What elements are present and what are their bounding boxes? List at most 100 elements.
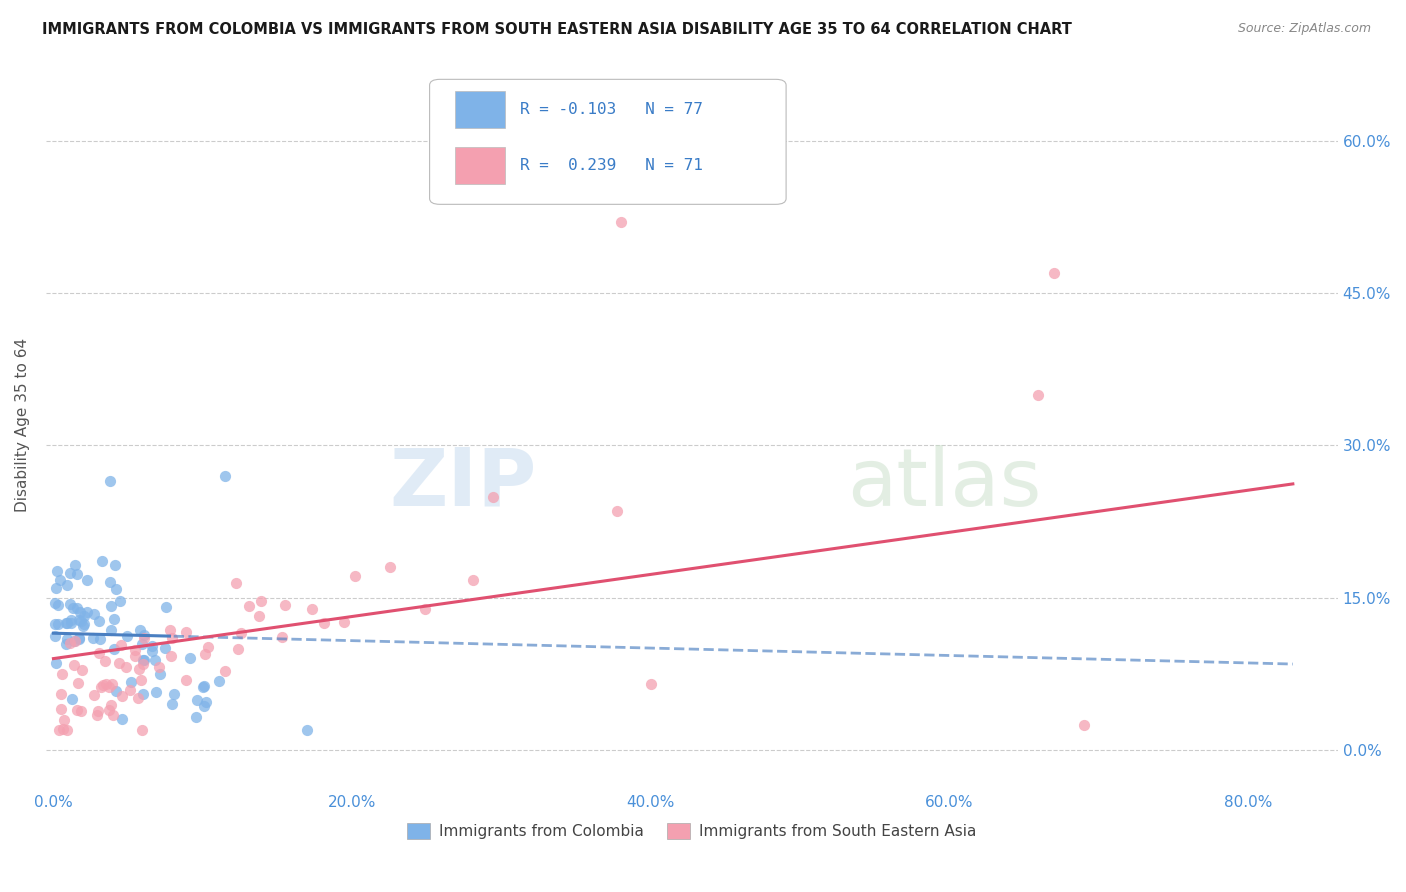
Legend: Immigrants from Colombia, Immigrants from South Eastern Asia: Immigrants from Colombia, Immigrants fro… [401,817,983,845]
FancyBboxPatch shape [430,79,786,204]
Point [270,630,292,644]
Point [98,680,121,694]
Point [94,677,117,691]
Point [160,631,183,645]
Point [76,606,98,620]
Point [100,623,122,637]
Point [44,596,66,610]
Point [250,593,273,607]
Text: Source: ZipAtlas.com: Source: ZipAtlas.com [1237,22,1371,36]
Point [128,662,150,676]
Point [149,667,172,681]
Point [482,491,505,505]
Point [82,631,104,645]
Point [59,566,82,580]
Point [100,599,122,613]
Text: atlas: atlas [846,444,1042,523]
Point [103,642,125,657]
Point [90,680,112,694]
Point [45,564,67,578]
Point [1026,387,1049,401]
Point [274,599,297,613]
Point [184,710,207,724]
Point [111,689,134,703]
Point [101,677,124,691]
Point [247,608,270,623]
Point [66,601,89,615]
Point [1073,717,1095,731]
Point [131,723,153,737]
Point [229,625,252,640]
Point [118,683,141,698]
Point [101,708,124,723]
Point [100,698,122,712]
Point [67,676,90,690]
Point [124,642,146,657]
Point [131,637,153,651]
Point [186,693,208,707]
Point [56,577,79,591]
Point [91,554,114,568]
Point [111,712,134,726]
Point [107,657,129,671]
Point [56,723,79,737]
Point [225,576,247,591]
Point [129,623,152,637]
Point [63,558,86,572]
Point [214,665,236,679]
Point [72,619,94,633]
Point [45,656,67,670]
Point [208,674,231,689]
Point [72,616,94,631]
Point [55,616,77,631]
Point [49,574,72,588]
Point [163,687,186,701]
Point [55,637,77,651]
Point [179,651,201,665]
Point [104,558,127,573]
Point [174,625,197,640]
Point [153,641,176,656]
Point [59,636,82,650]
Point [115,629,138,643]
Point [610,215,633,229]
Point [62,601,84,615]
FancyBboxPatch shape [456,147,505,184]
Point [413,602,436,616]
Point [155,600,177,615]
Point [1043,266,1066,280]
Point [238,599,260,613]
Point [98,574,121,589]
Point [56,632,79,646]
Point [51,667,73,681]
Point [60,692,83,706]
Point [62,634,84,648]
Point [72,663,94,677]
Point [63,657,86,672]
Point [197,640,219,654]
Point [295,723,318,737]
Point [49,702,72,716]
Point [89,632,111,646]
Point [132,657,155,671]
Text: ZIP: ZIP [389,444,537,523]
Point [46,599,69,613]
Point [66,703,89,717]
Point [69,605,91,619]
Point [104,683,127,698]
Point [44,629,66,643]
Point [640,677,662,691]
Point [333,615,356,630]
Point [67,613,90,627]
Point [120,675,142,690]
Point [145,653,167,667]
Point [59,597,82,611]
Point [132,653,155,667]
Point [127,690,149,705]
Point [148,660,170,674]
Point [145,685,167,699]
Point [70,614,93,628]
Point [73,609,96,624]
Point [160,649,183,664]
Point [45,581,67,595]
